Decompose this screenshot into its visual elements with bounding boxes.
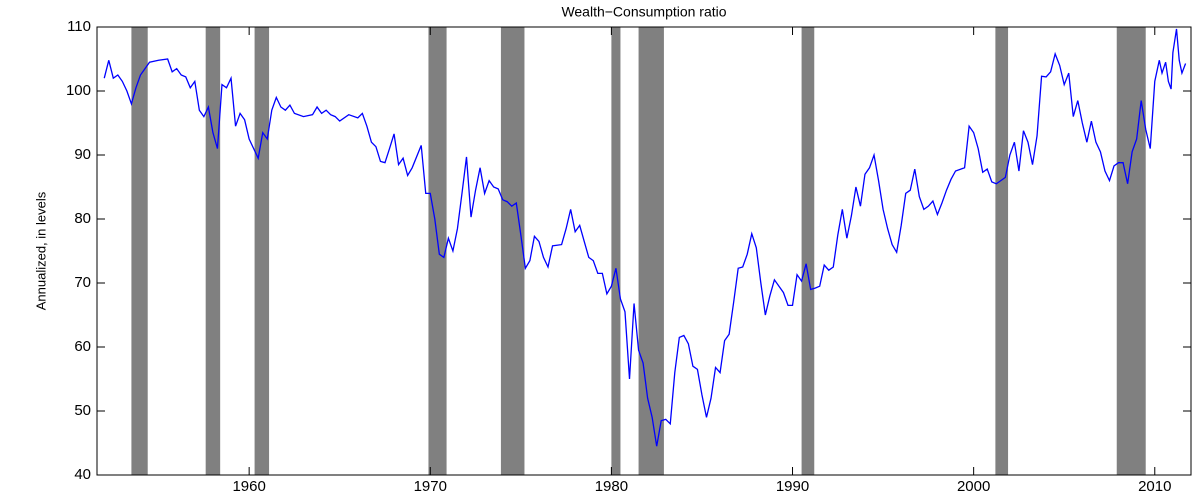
x-tick-label: 1970	[414, 478, 447, 495]
recession-band	[638, 27, 664, 475]
y-axis-label: Annualized, in levels	[33, 191, 48, 310]
recession-band	[1116, 27, 1146, 475]
recession-band	[254, 27, 270, 475]
y-tick-label: 80	[74, 210, 91, 227]
y-tick-label: 70	[74, 274, 91, 291]
chart-title: Wealth−Consumption ratio	[561, 4, 726, 20]
plot-frame	[96, 26, 1192, 476]
recession-band	[428, 27, 447, 475]
data-line	[103, 28, 1187, 447]
y-tick-label: 60	[74, 338, 91, 355]
y-tick-label: 90	[74, 146, 91, 163]
x-tick-label: 2000	[957, 478, 990, 495]
x-tick-label: 1980	[595, 478, 628, 495]
recession-band	[995, 27, 1009, 475]
recession-band	[801, 27, 815, 475]
recession-band	[131, 27, 148, 475]
y-tick-label: 40	[74, 466, 91, 483]
x-tick-label: 1990	[776, 478, 809, 495]
y-tick-label: 110	[67, 18, 91, 35]
recession-band	[611, 27, 621, 475]
recession-band	[500, 27, 525, 475]
x-tick-label: 1960	[232, 478, 265, 495]
y-tick-label: 100	[66, 82, 91, 99]
recession-band	[205, 27, 221, 475]
y-tick-label: 50	[74, 402, 91, 419]
x-tick-label: 2010	[1138, 478, 1171, 495]
